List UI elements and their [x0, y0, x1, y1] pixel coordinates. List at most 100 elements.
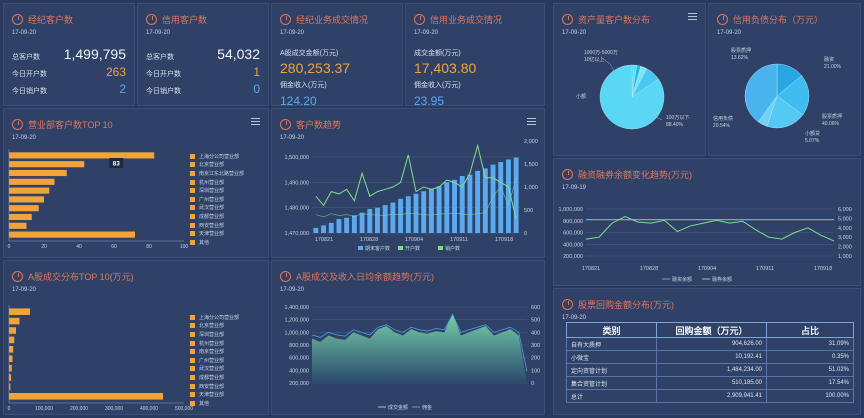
- panel-title: 融资融券余额变化趋势(万元): [578, 169, 692, 180]
- legend-item[interactable]: 西安营业部: [190, 221, 244, 230]
- table-cell: 0.35%: [766, 350, 854, 364]
- bar: [444, 182, 450, 233]
- panel-title: 股票回购金额分布(万元): [578, 299, 674, 310]
- column-header: 类别: [566, 322, 657, 338]
- top10-trading-legend: 上海分公司营业部 北京营业部 深圳营业部 杭州营业部 南京营业部 广州营业部 武汉营业部 成都…: [190, 313, 239, 408]
- legend-item[interactable]: 南京营业部: [190, 347, 239, 356]
- panel-title: 资产量客户数分布: [578, 14, 651, 25]
- y-tick-label: 5,000: [838, 216, 852, 222]
- legend-item[interactable]: 上海分公司营业部: [190, 152, 244, 161]
- legend-item[interactable]: 深圳营业部: [190, 330, 239, 339]
- kpi-panel-credit-customers: 信用客户数 17-09-20 总客户数 54,032 今日开户数 1 今日销户数 0: [137, 3, 269, 106]
- top10-trading-panel: A股成交分布TOP 10(万元) 17-09-20 0 100,000 200,00…: [3, 260, 269, 415]
- menu-icon[interactable]: [527, 118, 536, 125]
- bar: [351, 215, 357, 233]
- credit-pie-panel: 信用负债分布（万元） 17-09-20 股票质押 13.62% 融资 21.00% 信用…: [708, 3, 861, 156]
- bar: [9, 336, 15, 344]
- callout-line: [649, 111, 663, 121]
- bar: [9, 383, 11, 391]
- bar: [421, 191, 427, 233]
- kpi-value: 280,253.37: [280, 60, 351, 76]
- kpi-label: 今日销户数: [12, 88, 47, 95]
- legend-item[interactable]: 杭州营业部: [190, 339, 239, 348]
- top10-customers-panel: 营业部客户数TOP 10 17-09-20 0 20 40 60 80 100 83 上海分…: [3, 108, 269, 258]
- menu-icon[interactable]: [688, 13, 697, 20]
- bar: [459, 176, 465, 233]
- clock-icon: [12, 13, 23, 25]
- menu-icon[interactable]: [251, 118, 260, 125]
- legend-item[interactable]: 成都营业部: [190, 373, 239, 382]
- legend-label: 融券余额: [712, 276, 732, 283]
- table-row: 定向资管计划 1,484,234.00 51.02%: [566, 363, 854, 377]
- y-tick-label: 1,000: [524, 185, 538, 191]
- legend-label: 开户数: [405, 245, 420, 252]
- bar: [9, 393, 163, 400]
- legend-item[interactable]: 武汉营业部: [190, 204, 244, 213]
- bar: [9, 187, 50, 194]
- bar: [475, 170, 481, 233]
- panel-title: 信用客户数: [162, 14, 208, 25]
- table-cell: 1,484,234.00: [656, 363, 767, 377]
- legend-item[interactable]: 北京营业部: [190, 322, 239, 331]
- legend-item[interactable]: 广州营业部: [190, 195, 244, 204]
- bar: [9, 152, 155, 159]
- bar: [398, 198, 404, 233]
- legend-item[interactable]: 天津营业部: [190, 229, 244, 238]
- y-tick-label: 400,000: [563, 242, 583, 248]
- y-tick-label: 1,490,000: [285, 180, 309, 186]
- legend-item[interactable]: 成都营业部: [190, 212, 244, 221]
- legend-item[interactable]: 西安营业部: [190, 382, 239, 391]
- table-cell: 31.09%: [766, 337, 854, 351]
- kpi-value: 0: [253, 82, 260, 96]
- pie-callout-label: 21.00%: [824, 64, 842, 70]
- series-line-close: [315, 177, 517, 218]
- table-cell: 100.00%: [766, 389, 854, 403]
- kpi-value: 124.20: [280, 94, 317, 108]
- y-tick-label: 0: [524, 231, 527, 237]
- panel-date: 17-09-19: [562, 185, 587, 191]
- legend-item[interactable]: 深圳营业部: [190, 186, 244, 195]
- bar: [9, 169, 67, 177]
- x-tick-label: 400,000: [140, 406, 158, 412]
- kpi-value: 17,403.80: [414, 60, 477, 76]
- panel-date: 17-09-20: [717, 30, 742, 36]
- bar: [9, 308, 30, 315]
- bar: [467, 174, 473, 233]
- legend-item[interactable]: 上海分公司营业部: [190, 313, 239, 322]
- y-tick-label: 1,000,000: [285, 330, 309, 336]
- y-tick-label: 600,000: [563, 231, 583, 237]
- legend-swatch: [438, 246, 443, 250]
- pie-callout-label: 10亿以上: [584, 56, 605, 63]
- legend-item[interactable]: 武汉营业部: [190, 365, 239, 374]
- pie-callout-label: 88.40%: [666, 122, 684, 128]
- bar: [359, 212, 365, 233]
- y-tick-label: 400,000: [289, 368, 309, 374]
- legend-item[interactable]: 广州营业部: [190, 356, 239, 365]
- asset-pie-panel: 资产量客户数分布 17-09-20 1000万-5000万 10亿以上 小额 100万…: [553, 3, 706, 156]
- x-tick-label: 170821: [315, 237, 333, 243]
- legend-item[interactable]: 其他: [190, 238, 244, 247]
- pie-callout-label: 股票质押: [822, 113, 842, 120]
- bar: [313, 227, 319, 233]
- y-tick-label: 2,000: [524, 139, 538, 145]
- legend-swatch: [358, 246, 363, 250]
- table-cell: 10,192.41: [656, 350, 767, 364]
- top10-bar-chart: 0 20 40 60 80 100 83: [8, 149, 188, 250]
- kpi-label: 今日开户数: [146, 71, 181, 78]
- legend-item[interactable]: 其他: [190, 399, 239, 408]
- panel-date: 17-09-20: [280, 287, 305, 293]
- legend-item[interactable]: 南京江东北路营业部: [190, 169, 244, 178]
- kpi-label: 总客户数: [146, 54, 174, 61]
- y-tick-label: 1,480,000: [285, 206, 309, 212]
- kpi-panel-broker-trading: 经纪业务成交情况 17-09-20 A股成交金额(万元) 280,253.37 佣…: [271, 3, 403, 108]
- legend-item[interactable]: 北京营业部: [190, 161, 244, 170]
- bar: [505, 159, 511, 233]
- kpi-label: 成交金额(万元): [414, 50, 461, 57]
- kpi-panel-credit-trading: 信用业务成交情况 17-09-20 成交金额(万元) 17,403.80 佣金收入…: [405, 3, 545, 108]
- bar: [344, 217, 350, 233]
- y-tick-label: 100: [531, 368, 540, 374]
- legend-item[interactable]: 杭州营业部: [190, 178, 244, 187]
- legend-item[interactable]: 天津营业部: [190, 390, 239, 399]
- panel-title: 信用业务成交情况: [430, 14, 503, 25]
- table-cell: 自有大质押: [566, 337, 657, 351]
